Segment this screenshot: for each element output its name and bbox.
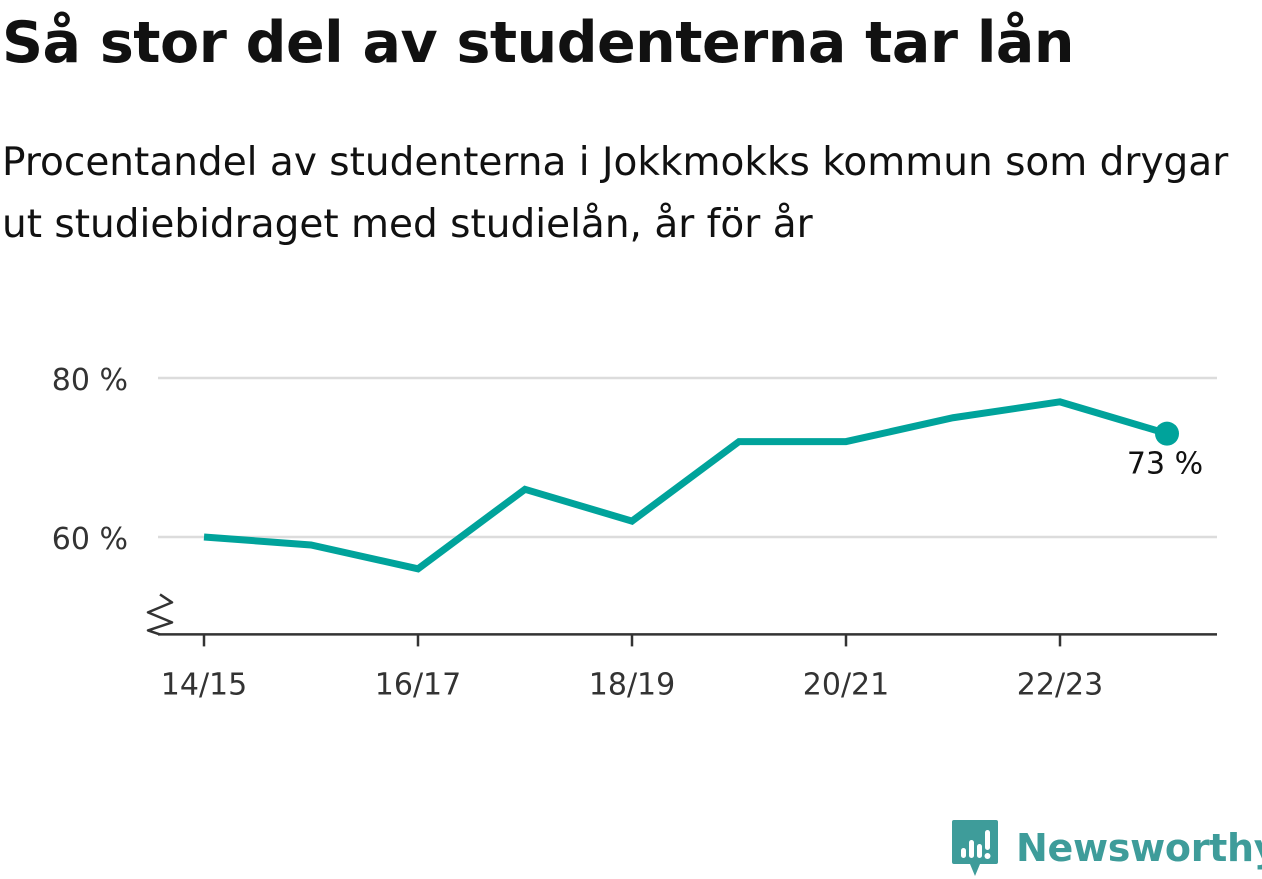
y-tick-label: 60 % <box>52 522 128 557</box>
x-tick-label: 14/15 <box>161 667 247 702</box>
series <box>203 398 1179 573</box>
end-value-label: 73 % <box>1127 447 1203 482</box>
brand-logo: Newsworthy <box>950 818 1262 878</box>
axes <box>146 593 1217 647</box>
line-chart: 60 % 80 % 14/15 16/17 18/19 20/21 22/23 73 % <box>52 363 1217 702</box>
chart-title: Så stor del av studenterna tar lån <box>2 10 1074 76</box>
x-tick-label: 22/23 <box>1017 667 1103 702</box>
x-tick-label: 20/21 <box>803 667 889 702</box>
labels: 60 % 80 % 14/15 16/17 18/19 20/21 22/23 73 % <box>52 363 1203 702</box>
series-line <box>203 398 1168 573</box>
y-tick-label: 80 % <box>52 363 128 398</box>
y-axis-break <box>146 593 174 636</box>
brand-name: Newsworthy <box>1016 826 1262 870</box>
x-tick-label: 18/19 <box>589 667 675 702</box>
x-tick-label: 16/17 <box>375 667 461 702</box>
end-point-marker <box>1155 421 1179 446</box>
chart-subtitle: Procentandel av studenterna i Jokkmokks … <box>2 140 1229 247</box>
bar-chart-badge-icon <box>952 820 998 876</box>
grid-lines <box>158 376 1217 539</box>
